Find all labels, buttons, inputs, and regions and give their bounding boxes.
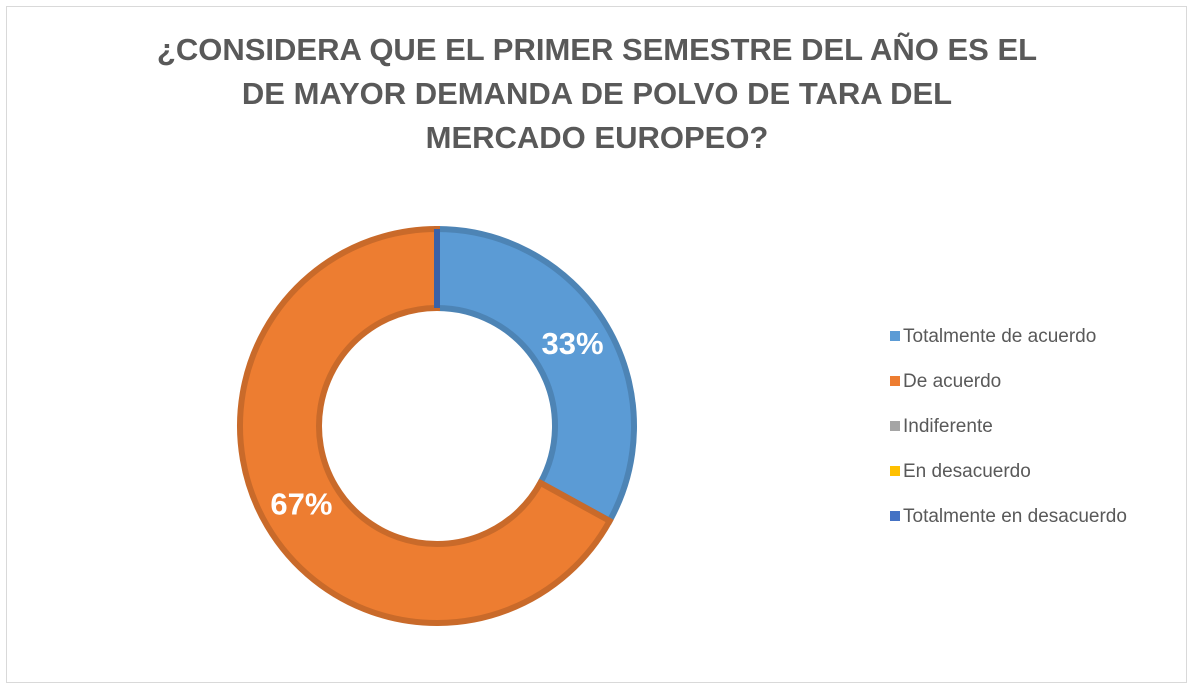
legend-label: Totalmente en desacuerdo (903, 506, 1127, 527)
legend-swatch (890, 466, 900, 476)
legend-swatch (890, 511, 900, 521)
legend-swatch (890, 421, 900, 431)
chart-title: DE MAYOR DEMANDA DE POLVO DE TARA DEL (242, 76, 952, 111)
data-label: 33% (542, 326, 604, 361)
legend-swatch (890, 376, 900, 386)
chart-title: MERCADO EUROPEO? (426, 120, 769, 155)
legend-label: Totalmente de acuerdo (903, 326, 1096, 347)
data-label: 67% (270, 486, 332, 521)
donut-slice (434, 225, 637, 525)
legend-label: Indiferente (903, 416, 993, 437)
legend-swatch (890, 331, 900, 341)
chart-title: ¿CONSIDERA QUE EL PRIMER SEMESTRE DEL AÑ… (157, 32, 1037, 67)
legend-label: De acuerdo (903, 371, 1001, 392)
legend-label: En desacuerdo (903, 461, 1031, 482)
donut-slice (237, 225, 614, 626)
